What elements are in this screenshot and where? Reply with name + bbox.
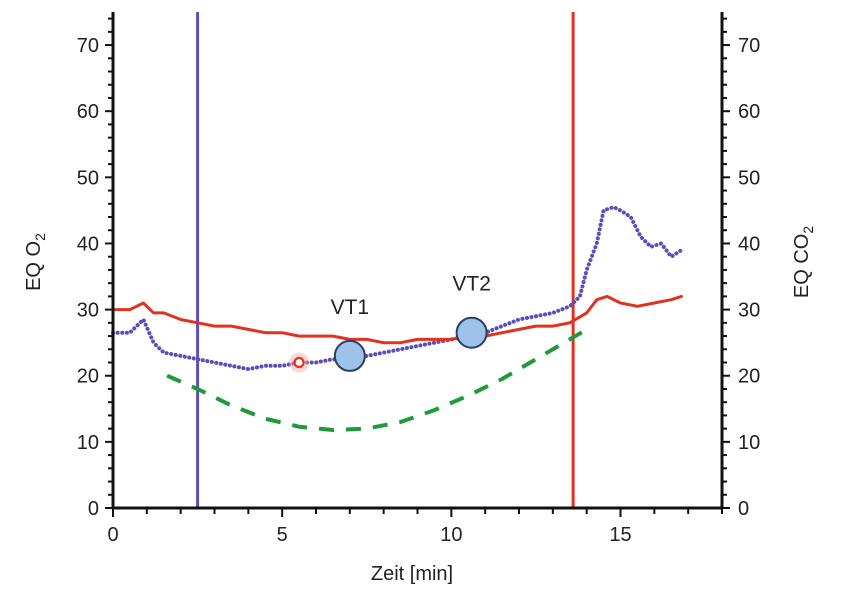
highlight-point — [293, 356, 305, 369]
y-right-tick-label: 40 — [738, 233, 760, 255]
y-right-tick-label: 10 — [738, 432, 760, 454]
x-tick-label: 15 — [609, 524, 631, 546]
y-right-tick-label: 30 — [738, 300, 760, 322]
y-axis-right-title: EQ CO2 — [791, 226, 816, 298]
y-right-tick-label: 0 — [738, 498, 749, 520]
y-left-tick-label: 40 — [77, 233, 99, 255]
marker-label-vt2: VT2 — [452, 273, 491, 296]
series-eq_co2 — [111, 294, 683, 345]
y-left-tick-label: 10 — [77, 432, 99, 454]
marker-vt2 — [455, 316, 488, 349]
plot-area: VT1 VT2 — [111, 12, 684, 508]
y-left-tick-label: 70 — [77, 35, 99, 57]
y-left-tick-label: 60 — [77, 101, 99, 123]
y-right-tick-label: 70 — [738, 35, 760, 57]
y-axis-left-title: EQ O2 — [23, 233, 48, 291]
y-right-tick-label: 20 — [738, 366, 760, 388]
marker-label-vt1: VT1 — [331, 296, 370, 319]
x-tick-label: 10 — [440, 524, 462, 546]
series-eq_o2 — [111, 205, 684, 372]
series-fit — [166, 327, 588, 432]
y-right-tick-label: 50 — [738, 167, 760, 189]
marker-vt1 — [333, 339, 366, 372]
y-left-tick-label: 0 — [88, 498, 99, 520]
y-right-tick-label: 60 — [738, 101, 760, 123]
x-tick-label: 5 — [277, 524, 288, 546]
y-left-tick-label: 30 — [77, 300, 99, 322]
x-tick-label: 0 — [107, 524, 118, 546]
y-left-tick-label: 20 — [77, 366, 99, 388]
x-axis-title: Zeit [min] — [371, 563, 453, 585]
y-left-tick-label: 50 — [77, 167, 99, 189]
